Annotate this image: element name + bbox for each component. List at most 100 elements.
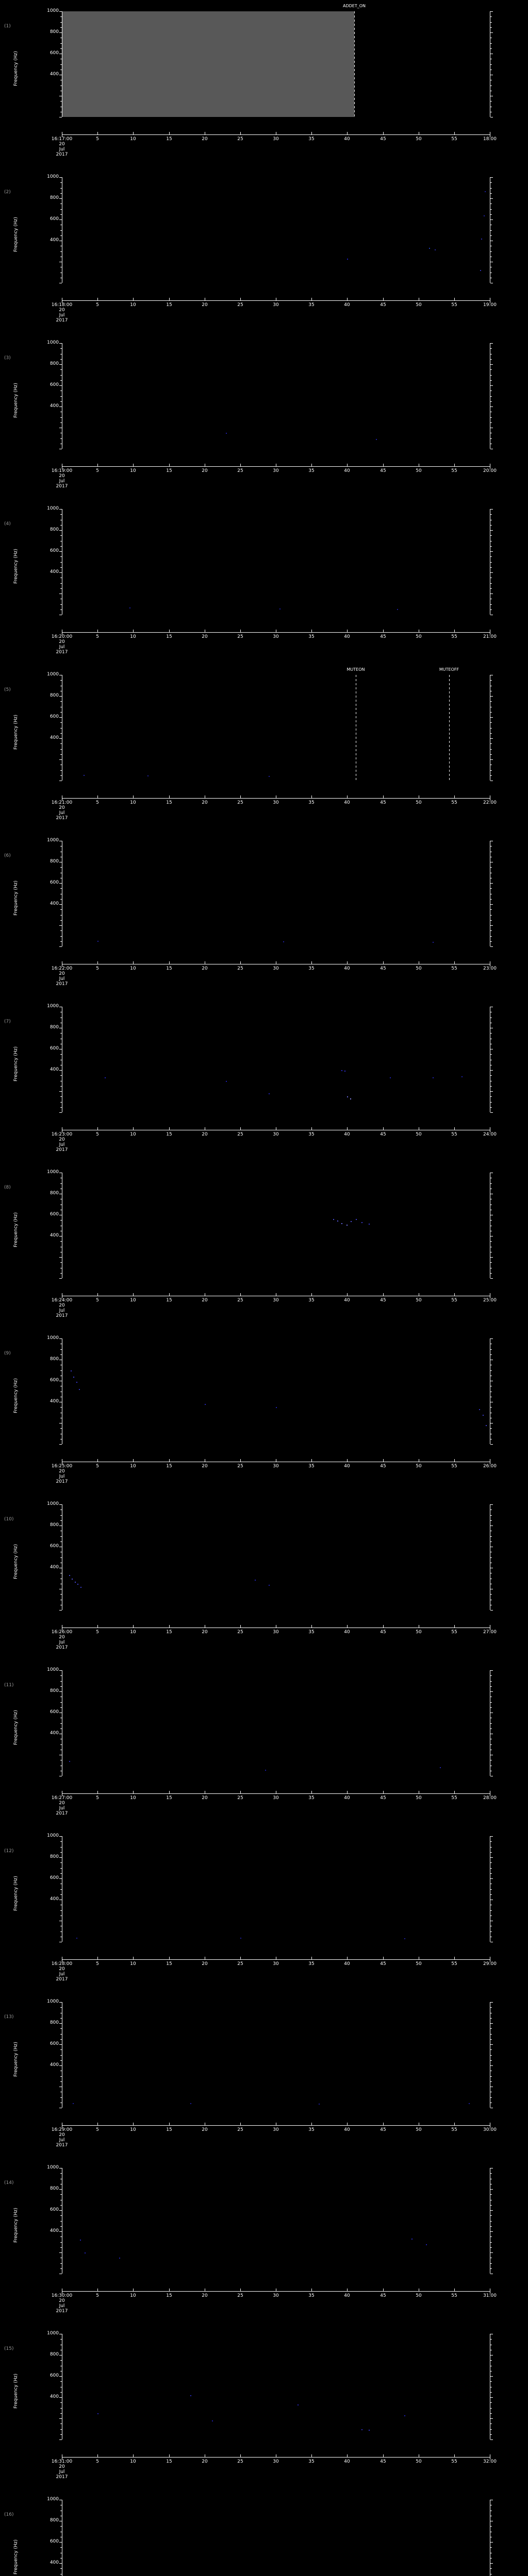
y-axis-minor-tick <box>490 770 492 771</box>
date-line: Jul <box>59 2138 65 2143</box>
y-axis-major-tick <box>59 219 62 220</box>
y-axis-major-tick <box>490 1670 493 1671</box>
y-tick-label: 1000 <box>47 672 59 677</box>
y-axis-minor-tick <box>490 1054 492 1055</box>
y-axis-minor-tick <box>490 2568 492 2569</box>
y-axis-minor-tick <box>490 2081 492 2082</box>
x-axis-tick <box>169 132 170 134</box>
x-tick-label: 25 <box>237 302 243 308</box>
x-axis-date-label: 20 Jul 2017 <box>41 2464 82 2480</box>
x-tick-label: 50 <box>416 1298 422 1303</box>
spectrogram-point <box>440 1767 441 1768</box>
y-axis-minor-tick <box>60 680 62 681</box>
y-tick-label: 400 <box>50 1233 59 1238</box>
x-axis-tick <box>97 1625 98 1628</box>
x-tick-label: 55 <box>451 1298 457 1303</box>
plot-area <box>62 841 490 946</box>
x-tick-label: 5 <box>96 1464 99 1469</box>
x-tick-label: 45 <box>380 1630 386 1635</box>
x-tick-label: 10 <box>130 2459 136 2464</box>
x-axis-tick <box>311 961 312 964</box>
x-axis-tick <box>347 961 348 964</box>
x-axis-tick <box>311 1127 312 1130</box>
x-axis-tick <box>240 1459 241 1462</box>
y-axis-minor-tick <box>490 2268 492 2269</box>
x-tick-label: 35 <box>308 1795 315 1801</box>
x-tick-label: 24:00 <box>483 1132 497 1137</box>
y-axis-major-tick <box>59 1338 62 1339</box>
y-axis-minor-tick <box>60 2360 62 2361</box>
x-axis-tick <box>97 630 98 632</box>
x-axis-tick <box>347 795 348 798</box>
y-axis-minor-tick <box>490 556 492 557</box>
y-axis-minor-tick <box>60 899 62 900</box>
x-axis-tick <box>383 1957 384 1959</box>
x-axis-tick <box>97 1459 98 1462</box>
x-axis-tick <box>383 1625 384 1628</box>
y-axis-major-tick <box>490 1610 493 1611</box>
y-axis-major-tick <box>59 1691 62 1692</box>
y-tick-label: 800 <box>50 1854 59 1859</box>
x-tick-label: 50 <box>416 468 422 473</box>
x-axis-spine <box>62 2457 490 2458</box>
date-line: 20 <box>59 1303 65 1308</box>
x-tick-label: 45 <box>380 966 386 971</box>
spectrogram-point <box>404 1938 405 1939</box>
y-tick-label: 800 <box>50 859 59 864</box>
y-axis-major-tick <box>490 1504 493 1505</box>
x-axis-tick <box>240 795 241 798</box>
y-axis-minor-tick <box>60 2076 62 2077</box>
y-tick-label: 600 <box>50 1046 59 1051</box>
y-axis-title: Frequency (Hz) <box>13 216 19 252</box>
spectrogram-point <box>69 1575 70 1577</box>
x-tick-label: 20 <box>202 1961 208 1967</box>
y-axis-minor-tick <box>490 2226 492 2227</box>
x-tick-label: 20 <box>202 302 208 308</box>
x-axis-tick <box>383 1791 384 1793</box>
x-tick-label: 35 <box>308 1630 315 1635</box>
x-tick-label: 5 <box>96 966 99 971</box>
y-axis-minor-tick <box>490 1681 492 1682</box>
x-axis-spine <box>62 798 490 799</box>
x-tick-label: 30 <box>273 2459 279 2464</box>
y-axis-major-tick <box>59 32 62 33</box>
y-axis-minor-tick <box>490 43 492 44</box>
y-axis-minor-tick <box>60 1852 62 1853</box>
spectrogram-point <box>73 1376 75 1378</box>
y-axis-major-tick <box>59 2002 62 2003</box>
panel-number: (6) <box>4 853 11 858</box>
x-tick-label: 50 <box>416 2127 422 2132</box>
y-axis-minor-tick <box>60 1086 62 1087</box>
date-line: 20 <box>59 2464 65 2469</box>
x-tick-label: 10 <box>130 468 136 473</box>
y-axis-minor-tick <box>490 401 492 402</box>
y-axis-minor-tick <box>490 1536 492 1537</box>
spectrogram-point <box>344 1071 345 1072</box>
x-axis-tick <box>454 961 455 964</box>
y-tick-label: 1000 <box>47 340 59 345</box>
date-line: 2017 <box>56 650 68 655</box>
y-tick-label: 1000 <box>47 1833 59 1838</box>
y-axis-minor-tick <box>60 1515 62 1516</box>
x-axis-tick <box>347 1957 348 1959</box>
y-axis-title: Frequency (Hz) <box>13 1544 19 1579</box>
y-axis-major-tick <box>490 1278 493 1279</box>
date-line: 20 <box>59 1469 65 1474</box>
x-tick-label: 32:00 <box>483 2459 497 2464</box>
y-axis-minor-tick <box>490 2055 492 2056</box>
y-axis-minor-tick <box>60 2236 62 2237</box>
x-tick-label: 10 <box>130 800 136 805</box>
x-axis-date-label: 20 Jul 2017 <box>41 1303 82 1318</box>
y-axis-major-tick <box>490 2023 493 2024</box>
y-axis-minor-tick <box>490 2007 492 2008</box>
x-tick-label: 15 <box>166 468 172 473</box>
y-axis-minor-tick <box>60 2173 62 2174</box>
y-axis-minor-tick <box>490 1349 492 1350</box>
x-tick-label: 15 <box>166 634 172 639</box>
y-axis-minor-tick <box>60 2226 62 2227</box>
x-tick-label: 35 <box>308 2293 315 2298</box>
y-axis-minor-tick <box>490 2205 492 2206</box>
y-axis-major-tick <box>59 572 62 573</box>
date-line: 2017 <box>56 318 68 323</box>
x-tick-label: 16:31:00 <box>51 2459 73 2464</box>
